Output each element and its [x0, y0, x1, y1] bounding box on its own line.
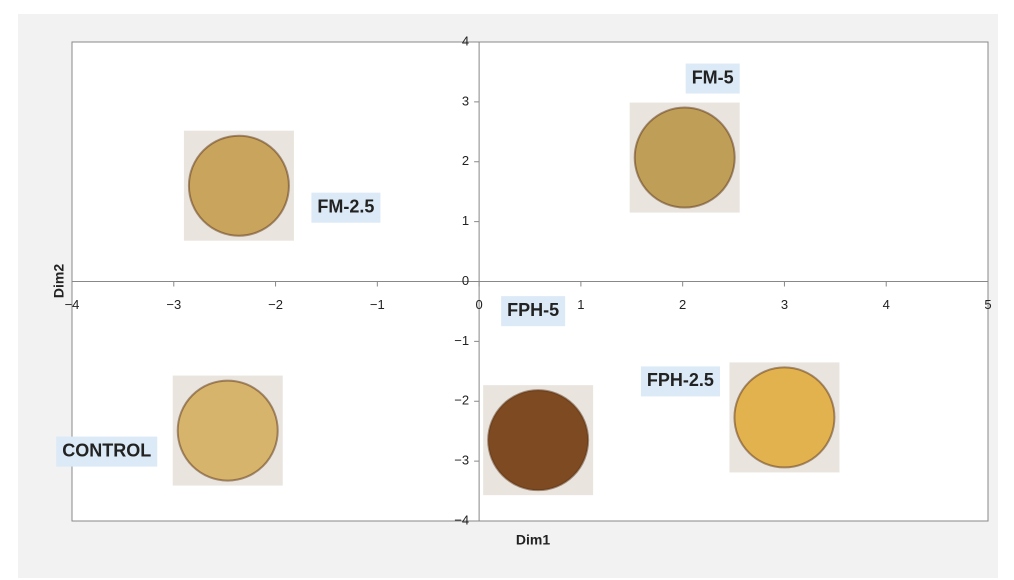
y-tick-label: 2 — [462, 153, 469, 168]
x-tick-label: −1 — [370, 297, 385, 312]
x-tick-label: 5 — [984, 297, 991, 312]
x-axis-title: Dim1 — [516, 532, 550, 548]
chart: Dim1 Dim2 −4 −3 −2 −1 0 1 2 3 4 5 −4 −3 −2 −1 0 1 2 3 4 FM-… — [0, 0, 1014, 580]
x-tick-label: 1 — [577, 297, 584, 312]
point-label: FM-5 — [692, 67, 734, 87]
page: Dim1 Dim2 −4 −3 −2 −1 0 1 2 3 4 5 −4 −3 −2 −1 0 1 2 3 4 FM-… — [0, 0, 1014, 580]
x-tick-label: −2 — [268, 297, 283, 312]
x-tick-label: 2 — [679, 297, 686, 312]
y-tick-label: 3 — [462, 93, 469, 108]
y-tick-label: 0 — [462, 273, 469, 288]
y-tick-label: −2 — [454, 393, 469, 408]
cookie — [488, 390, 588, 490]
cookie — [734, 367, 834, 467]
x-tick-label: −3 — [166, 297, 181, 312]
cookie — [178, 381, 278, 481]
x-tick-label: 3 — [781, 297, 788, 312]
y-tick-label: 4 — [462, 33, 469, 48]
y-tick-label: −4 — [454, 512, 469, 527]
cookie — [189, 136, 289, 236]
x-tick-label: 4 — [883, 297, 890, 312]
y-tick-label: −3 — [454, 453, 469, 468]
x-tick-label: −4 — [65, 297, 80, 312]
point-label: CONTROL — [62, 440, 151, 460]
x-tick-label: 0 — [475, 297, 482, 312]
point-label: FM-2.5 — [317, 196, 374, 216]
y-axis-title: Dim2 — [51, 264, 67, 298]
cookie — [635, 108, 735, 208]
point-label: FPH-2.5 — [647, 370, 714, 390]
point-label: FPH-5 — [507, 300, 559, 320]
y-tick-label: 1 — [462, 213, 469, 228]
y-tick-label: −1 — [454, 333, 469, 348]
